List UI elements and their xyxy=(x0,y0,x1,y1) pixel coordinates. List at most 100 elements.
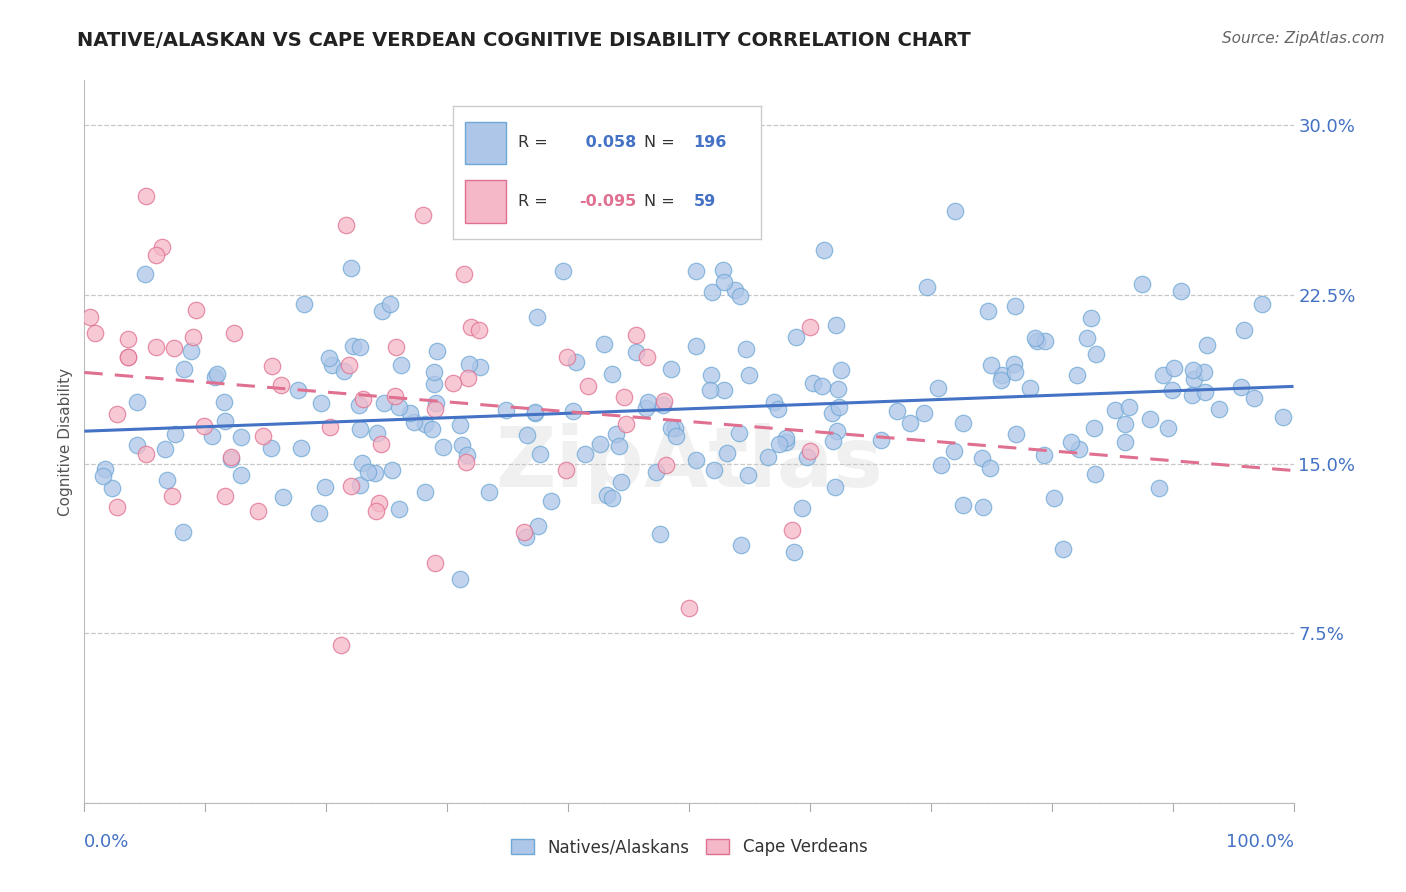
Point xyxy=(1067,442,1090,456)
Y-axis label: Cognitive Disability: Cognitive Disability xyxy=(58,368,73,516)
Point xyxy=(145,248,167,262)
Point xyxy=(456,455,478,469)
Point xyxy=(371,304,394,318)
Point xyxy=(980,358,1002,372)
Point xyxy=(1114,435,1136,450)
Point xyxy=(1002,357,1025,371)
Point xyxy=(799,443,821,458)
Point xyxy=(727,425,749,440)
Point xyxy=(402,415,425,429)
Point xyxy=(319,419,342,434)
Point xyxy=(373,396,395,410)
Point xyxy=(970,450,993,465)
Point xyxy=(153,442,176,456)
Point xyxy=(342,338,364,352)
Point xyxy=(105,407,128,421)
Point xyxy=(1104,402,1126,417)
Point xyxy=(318,351,340,365)
Point xyxy=(685,453,707,467)
Point xyxy=(783,545,806,559)
Point xyxy=(349,398,371,412)
Point xyxy=(1233,323,1256,337)
Point xyxy=(738,368,761,383)
Point xyxy=(576,379,599,393)
Point xyxy=(614,417,637,431)
Point xyxy=(952,498,974,512)
Point xyxy=(610,475,633,490)
Point xyxy=(105,500,128,515)
Point xyxy=(181,330,204,344)
Point xyxy=(352,392,374,406)
Point xyxy=(540,494,562,508)
Point xyxy=(1019,382,1042,396)
Point xyxy=(830,363,852,377)
Point xyxy=(990,368,1012,383)
Point xyxy=(796,450,818,465)
Point xyxy=(823,434,845,449)
Point xyxy=(1066,368,1088,383)
Point xyxy=(384,388,406,402)
Point xyxy=(381,463,404,477)
Point xyxy=(495,403,517,417)
Point xyxy=(287,384,309,398)
Point xyxy=(775,431,797,445)
Point xyxy=(976,304,998,318)
Point xyxy=(423,365,446,379)
Point xyxy=(1005,426,1028,441)
Point xyxy=(193,418,215,433)
Point xyxy=(367,495,389,509)
Point xyxy=(790,500,813,515)
Point xyxy=(1192,365,1215,379)
Point xyxy=(821,406,844,420)
Point xyxy=(201,429,224,443)
Point xyxy=(1170,284,1192,298)
Point xyxy=(607,439,630,453)
Point xyxy=(426,344,449,359)
Point xyxy=(229,430,252,444)
Point xyxy=(340,260,363,275)
Text: 0.0%: 0.0% xyxy=(84,833,129,851)
Point xyxy=(420,421,443,435)
Point xyxy=(713,383,735,397)
Point xyxy=(425,402,447,417)
Point xyxy=(204,370,226,384)
Point xyxy=(699,384,721,398)
Point xyxy=(370,436,392,450)
Point xyxy=(648,527,671,541)
Point xyxy=(84,326,107,340)
Point xyxy=(125,394,148,409)
Point xyxy=(703,463,725,477)
Point xyxy=(135,189,157,203)
Point xyxy=(565,354,588,368)
Point xyxy=(529,447,551,461)
Point xyxy=(512,525,534,540)
Point xyxy=(1032,448,1054,462)
Point xyxy=(349,340,371,354)
Point xyxy=(1052,542,1074,557)
Point xyxy=(659,362,682,376)
Point xyxy=(803,376,825,390)
Point xyxy=(425,396,447,410)
Text: Source: ZipAtlas.com: Source: ZipAtlas.com xyxy=(1222,31,1385,46)
Point xyxy=(1208,402,1230,417)
Point xyxy=(700,285,723,300)
Point xyxy=(927,381,949,395)
Point xyxy=(1147,481,1170,495)
Point xyxy=(589,436,612,450)
Point xyxy=(655,458,678,473)
Point xyxy=(335,218,357,232)
Point xyxy=(117,350,139,364)
Point xyxy=(952,416,974,430)
Point xyxy=(1024,331,1046,345)
Point xyxy=(637,395,659,409)
Point xyxy=(271,490,294,504)
Point xyxy=(685,264,707,278)
Point xyxy=(270,377,292,392)
Point xyxy=(1243,391,1265,405)
Point xyxy=(451,438,474,452)
Point xyxy=(214,414,236,428)
Point xyxy=(828,400,851,414)
Point xyxy=(713,275,735,289)
Point xyxy=(824,318,846,333)
Point xyxy=(1033,334,1056,349)
